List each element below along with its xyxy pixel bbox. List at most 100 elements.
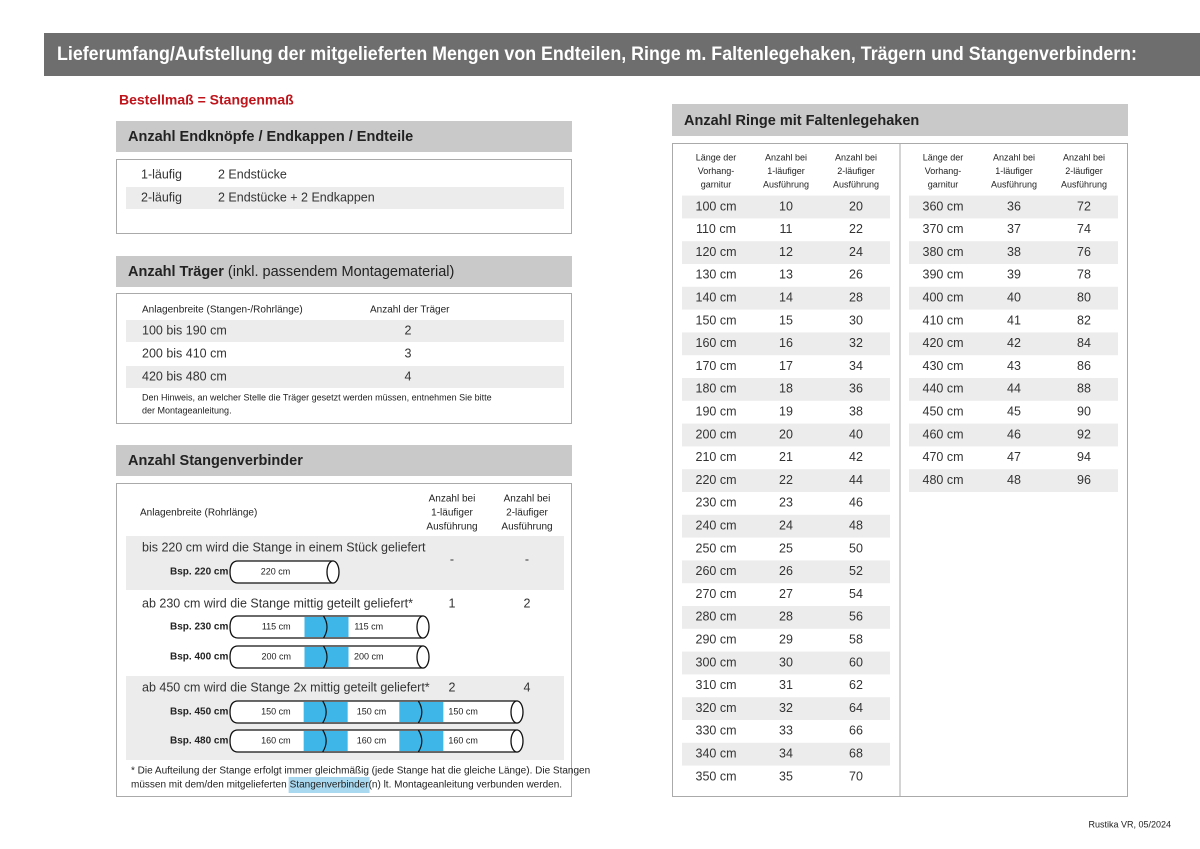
column-header: Ausführung bbox=[501, 522, 552, 533]
row-shading bbox=[909, 378, 1118, 401]
rod-label: 200 cm bbox=[354, 651, 384, 661]
cell: 440 cm bbox=[923, 382, 964, 396]
cell: 33 bbox=[779, 724, 793, 738]
rod-joint bbox=[322, 729, 327, 753]
cell: 290 cm bbox=[696, 632, 737, 646]
count: - bbox=[525, 552, 529, 566]
count: - bbox=[450, 552, 454, 566]
cell: 140 cm bbox=[696, 290, 737, 304]
cell: 28 bbox=[779, 610, 793, 624]
cell: 380 cm bbox=[923, 245, 964, 259]
cell: 24 bbox=[849, 245, 863, 259]
count: 2 bbox=[449, 680, 456, 694]
cell: 120 cm bbox=[696, 245, 737, 259]
cell: 32 bbox=[849, 336, 863, 350]
section-header bbox=[116, 256, 572, 287]
cell: 250 cm bbox=[696, 541, 737, 555]
section-title: Anzahl Ringe mit Faltenlegehaken bbox=[684, 113, 919, 129]
column-header: Anlagenbreite (Rohrlänge) bbox=[140, 508, 257, 519]
cell: 37 bbox=[1007, 222, 1021, 236]
row-shading bbox=[909, 469, 1118, 492]
rod-label: 160 cm bbox=[261, 735, 291, 745]
cell: 42 bbox=[1007, 336, 1021, 350]
column-header: Anzahl bei bbox=[504, 494, 551, 505]
row-shading bbox=[682, 742, 890, 766]
rod-end bbox=[326, 560, 340, 584]
row-shading bbox=[682, 195, 890, 219]
cell: 14 bbox=[779, 290, 793, 304]
column-header: Anzahl bei bbox=[429, 494, 476, 505]
group-text: bis 220 cm wird die Stange in einem Stüc… bbox=[142, 540, 426, 554]
row-shading bbox=[682, 378, 890, 401]
cell: 22 bbox=[779, 473, 793, 487]
cell: 25 bbox=[779, 541, 793, 555]
cell: 2 Endstücke + 2 Endkappen bbox=[218, 190, 375, 204]
cell: 190 cm bbox=[696, 404, 737, 418]
cell: 420 cm bbox=[923, 336, 964, 350]
note: Den Hinweis, an welcher Stelle die Träge… bbox=[142, 392, 492, 402]
section-header bbox=[116, 445, 572, 476]
row-shading bbox=[909, 423, 1118, 447]
footer: Rustika VR, 05/2024 bbox=[1088, 819, 1171, 829]
row-shading bbox=[909, 286, 1118, 310]
example-label: Bsp. 450 cm bbox=[170, 707, 228, 718]
cell: 280 cm bbox=[696, 610, 737, 624]
cell: 26 bbox=[849, 268, 863, 282]
cell: 13 bbox=[779, 268, 793, 282]
cell: 38 bbox=[849, 404, 863, 418]
cell: 17 bbox=[779, 359, 793, 373]
cell: 94 bbox=[1077, 450, 1091, 464]
cell: 68 bbox=[849, 746, 863, 760]
cell: 31 bbox=[779, 678, 793, 692]
cell: 38 bbox=[1007, 245, 1021, 259]
column-header: 1-läufiger bbox=[431, 508, 473, 519]
cell: 80 bbox=[1077, 290, 1091, 304]
cell: 52 bbox=[849, 564, 863, 578]
cell: 44 bbox=[1007, 382, 1021, 396]
rod-label: 160 cm bbox=[448, 735, 478, 745]
rod bbox=[229, 729, 518, 753]
cell: 39 bbox=[1007, 268, 1021, 282]
row-shading bbox=[682, 241, 890, 264]
column-header: Ausführung bbox=[991, 179, 1037, 189]
rod-label: 220 cm bbox=[261, 566, 291, 576]
row-shading bbox=[126, 320, 564, 342]
row-shading bbox=[682, 514, 890, 538]
cell: 470 cm bbox=[923, 450, 964, 464]
section-header bbox=[672, 104, 1128, 136]
column-header: Ausführung bbox=[833, 179, 879, 189]
rod-label: 115 cm bbox=[354, 621, 383, 631]
cell: 230 cm bbox=[696, 496, 737, 510]
section-title: Anzahl Endknöpfe / Endkappen / Endteile bbox=[128, 129, 413, 145]
column-header: 2-läufiger bbox=[837, 166, 875, 176]
cell: 54 bbox=[849, 587, 863, 601]
cell: 41 bbox=[1007, 313, 1021, 327]
cell: 12 bbox=[779, 245, 793, 259]
cell: 42 bbox=[849, 450, 863, 464]
cell: 26 bbox=[779, 564, 793, 578]
rod-label: 160 cm bbox=[357, 735, 387, 745]
column-header: Anzahl bei bbox=[835, 152, 877, 162]
cell: 32 bbox=[779, 701, 793, 715]
row-shading bbox=[682, 560, 890, 584]
cell: 270 cm bbox=[696, 587, 737, 601]
column-header: 2-läufiger bbox=[506, 508, 548, 519]
cell: 10 bbox=[779, 199, 793, 213]
cell: 72 bbox=[1077, 199, 1091, 213]
rod-label: 200 cm bbox=[261, 651, 291, 661]
example-label: Bsp. 400 cm bbox=[170, 652, 228, 663]
section-box bbox=[116, 483, 572, 797]
rod bbox=[229, 700, 518, 724]
section-title-note: (inkl. passendem Montagematerial) bbox=[228, 264, 454, 280]
cell: 400 cm bbox=[923, 290, 964, 304]
cell: 420 bis 480 cm bbox=[142, 369, 227, 383]
cell: 100 bis 190 cm bbox=[142, 323, 227, 337]
cell: 450 cm bbox=[923, 404, 964, 418]
cell: 15 bbox=[779, 313, 793, 327]
cell: 27 bbox=[779, 587, 793, 601]
column-header: Anlagenbreite (Stangen-/Rohrlänge) bbox=[142, 305, 303, 316]
cell: 300 cm bbox=[696, 655, 737, 669]
column-header: Länge der bbox=[923, 152, 964, 162]
section-title: Anzahl Träger bbox=[128, 264, 224, 280]
cell: 110 cm bbox=[696, 222, 736, 236]
